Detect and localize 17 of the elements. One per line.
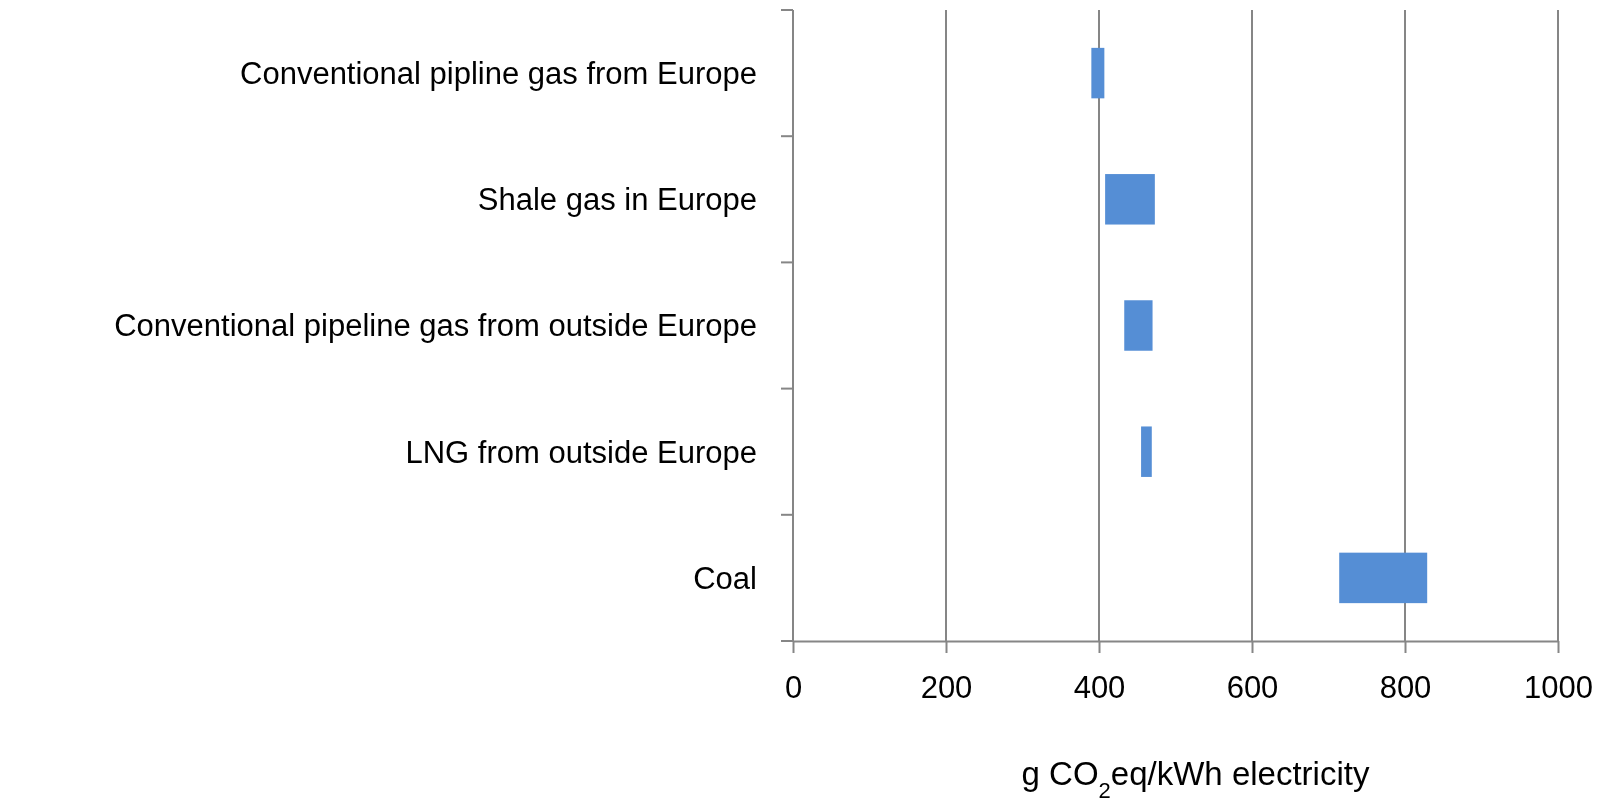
y-tick-label: Shale gas in Europe bbox=[477, 182, 757, 218]
x-tick-label: 200 bbox=[920, 669, 973, 705]
bar bbox=[1091, 47, 1105, 99]
x-tick-label: 800 bbox=[1379, 669, 1432, 705]
y-tick-label: LNG from outside Europe bbox=[405, 434, 757, 470]
bar bbox=[1339, 552, 1428, 604]
bar bbox=[1124, 300, 1153, 351]
bar bbox=[1105, 174, 1155, 225]
x-tick-label: 600 bbox=[1226, 669, 1279, 705]
x-tick-label: 0 bbox=[784, 669, 803, 705]
x-tick-label: 400 bbox=[1073, 669, 1126, 705]
y-tick-label: Conventional pipline gas from Europe bbox=[240, 55, 757, 91]
y-tick-label: Coal bbox=[693, 560, 757, 596]
x-axis-title: g CO$_{2}$eq/kWh electricity bbox=[1021, 755, 1370, 799]
y-tick-label: Conventional pipeline gas from outside Europe bbox=[114, 308, 757, 344]
x-tick-label: 1000 bbox=[1524, 669, 1593, 705]
bar bbox=[1141, 426, 1152, 477]
